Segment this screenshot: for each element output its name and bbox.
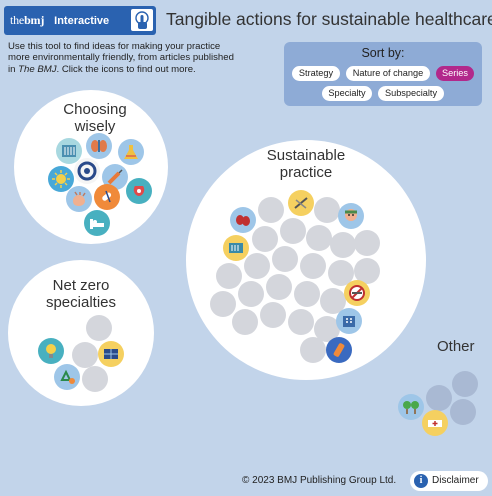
cluster-title-line-1: Net zero [52,277,110,294]
disclaimer-button[interactable]: i Disclaimer [410,471,488,491]
cluster-title-line-1: Sustainable [266,147,346,164]
empty-slot[interactable] [216,263,242,289]
pills-icon[interactable] [94,184,120,210]
ambulance-icon[interactable] [422,410,448,436]
cluster-net-zero-specialties [8,260,154,406]
empty-slot[interactable] [266,274,292,300]
intro-line-1: Use this tool to find ideas for making y… [8,41,221,52]
intro-line-3-suffix: . Click the icons to find out more. [56,63,196,75]
cluster-title-line-2: wisely [74,118,116,135]
empty-slot[interactable] [272,246,298,272]
no-smoking-icon[interactable] [344,280,370,306]
interactive-label: Interactive [54,14,110,27]
cluster-title-choosing-wisely: Choosing wisely [40,101,150,135]
recycle-icon[interactable] [54,364,80,390]
intro-text: Use this tool to find ideas for making y… [8,41,248,75]
empty-slot[interactable] [306,225,332,251]
kidneys-icon[interactable] [230,207,256,233]
empty-slot[interactable] [232,309,258,335]
hospital-bed-icon[interactable] [84,210,110,236]
empty-slot[interactable] [354,230,380,256]
empty-slot[interactable] [288,309,314,335]
empty-slot[interactable] [280,218,306,244]
bmj-brand: thebmj [10,13,44,28]
empty-slot[interactable] [294,281,320,307]
sort-option-nature-of-change[interactable]: Nature of change [346,66,430,81]
sort-option-specialty[interactable]: Specialty [322,86,372,101]
sun-icon[interactable] [48,166,74,192]
empty-slot[interactable] [260,302,286,328]
empty-slot[interactable] [258,197,284,223]
empty-slot[interactable] [354,258,380,284]
tap-hand-icon [131,9,153,31]
cluster-title-other: Other [437,338,475,355]
empty-slot[interactable] [244,253,270,279]
empty-slot[interactable] [252,226,278,252]
brand-name: bmj [24,13,45,27]
sort-panel: Sort by: Strategy Nature of change Serie… [284,42,482,106]
kidney-icon[interactable] [86,133,112,159]
empty-slot[interactable] [82,366,108,392]
brand-prefix: the [10,13,25,27]
empty-slot[interactable] [452,371,478,397]
flask-icon[interactable] [118,139,144,165]
sort-option-series[interactable]: Series [436,66,474,81]
empty-slot[interactable] [300,337,326,363]
empty-slot[interactable] [426,385,452,411]
page-title: Tangible actions for sustainable healthc… [166,9,492,29]
trees-icon[interactable] [398,394,424,420]
hospital-icon[interactable] [336,308,362,334]
copyright-text: © 2023 BMJ Publishing Group Ltd. [242,475,397,486]
intro-journal-name: The BMJ [18,63,57,75]
empty-slot[interactable] [72,342,98,368]
intro-line-2: more environmentally friendly, from arti… [8,52,234,64]
empty-slot[interactable] [314,197,340,223]
disclaimer-label: Disclaimer [432,475,479,486]
empty-slot[interactable] [238,281,264,307]
cluster-title-net-zero: Net zero specialties [30,277,132,311]
empty-slot[interactable] [210,291,236,317]
solar-panel-icon[interactable] [98,341,124,367]
doctor-icon[interactable] [338,203,364,229]
surgical-tool-icon[interactable] [288,190,314,216]
xray-icon[interactable] [56,138,82,164]
intro-line-3: in The BMJ. Click the icons to find out … [8,64,248,75]
empty-slot[interactable] [450,399,476,425]
sort-option-subspecialty[interactable]: Subspecialty [378,86,444,101]
lightbulb-icon[interactable] [38,338,64,364]
cluster-title-sustainable-practice: Sustainable practice [246,147,366,181]
inhaler-icon[interactable] [326,337,352,363]
thyroid-icon[interactable] [126,178,152,204]
empty-slot[interactable] [330,232,356,258]
empty-slot[interactable] [300,253,326,279]
bmj-interactive-logo[interactable]: thebmj Interactive [4,6,156,35]
intro-line-3-prefix: in [8,63,19,75]
cluster-title-line-2: specialties [45,294,117,311]
cluster-title-line-1: Choosing [63,101,127,118]
info-icon: i [414,474,428,488]
stethoscope-icon[interactable] [74,158,100,184]
empty-slot[interactable] [86,315,112,341]
sort-option-strategy[interactable]: Strategy [292,66,340,81]
hand-icon[interactable] [66,186,92,212]
sort-label: Sort by: [361,46,405,60]
xray-icon[interactable] [223,235,249,261]
cluster-title-line-2: practice [279,164,333,181]
